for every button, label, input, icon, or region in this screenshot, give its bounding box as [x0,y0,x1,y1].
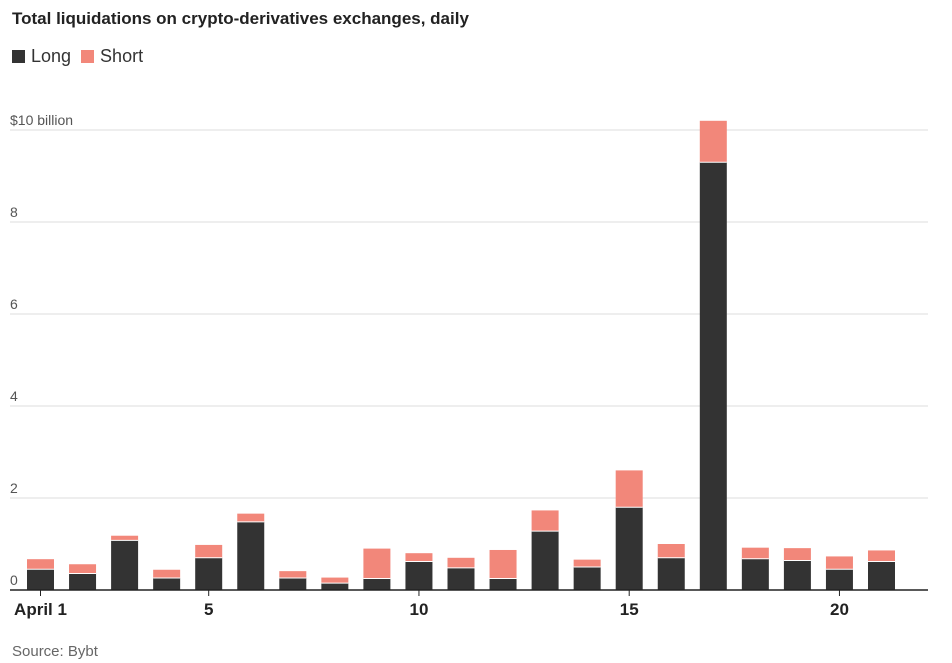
bar-short [405,553,433,562]
bar-long [195,557,223,590]
y-tick-label: 0 [10,572,18,588]
bar-short [237,513,265,522]
bar-short [868,550,895,562]
bar-short [363,548,391,579]
y-tick-label: 8 [10,204,18,220]
bar-short [111,535,139,541]
bar-long [27,569,54,590]
source-note: Source: Bybt [12,643,98,660]
bar-long [573,567,601,590]
legend-label-long: Long [31,46,72,66]
y-tick-label: 4 [10,388,18,404]
bar-long [868,561,895,590]
bar-short [27,559,54,570]
bar-short [783,548,811,561]
bar-short [573,559,601,567]
legend-swatch-long [12,50,25,63]
bar-long [321,583,349,590]
bar-short [615,470,643,508]
bar-long [825,569,853,590]
chart-title: Total liquidations on crypto-derivatives… [12,9,469,28]
y-tick-label: $10 billion [10,112,73,128]
bar-long [447,567,475,590]
bar-short [741,547,769,559]
y-tick-label: 6 [10,296,18,312]
bar-long [153,578,181,590]
y-tick-label: 2 [10,480,18,496]
bar-short [489,549,517,579]
bar-long [531,531,559,590]
x-tick-label: April 1 [14,600,67,619]
bar-long [363,578,391,590]
bar-short [447,557,475,568]
bar-short [69,564,97,574]
x-tick-label: 20 [830,600,849,619]
bar-short [195,544,223,558]
bar-long [741,558,769,590]
bar-long [279,578,307,590]
bar-short [699,120,727,163]
bar-chart: 0 2 4 6 8 $10 billion April 1 5 10 15 20 [10,112,928,619]
legend: Long Short [12,46,153,67]
legend-item-short: Short [81,46,143,67]
bar-short [825,556,853,570]
bar-short [321,577,349,584]
bar-long [657,557,685,590]
bar-short [657,544,685,558]
x-tick-label: 15 [620,600,639,619]
bar-long [489,578,517,590]
x-tick-label: 10 [409,600,428,619]
bar-long [615,507,643,590]
legend-label-short: Short [100,46,144,66]
bar-long [405,561,433,590]
x-tick-label: 5 [204,600,213,619]
legend-swatch-short [81,50,95,63]
legend-item-long: Long [12,46,71,67]
bar-long [111,540,139,590]
bar-short [279,571,307,579]
bar-short [153,569,181,579]
bar-long [699,162,727,590]
bar-long [237,521,265,590]
bar-long [783,560,811,590]
bar-long [69,573,97,590]
bar-short [531,510,559,532]
